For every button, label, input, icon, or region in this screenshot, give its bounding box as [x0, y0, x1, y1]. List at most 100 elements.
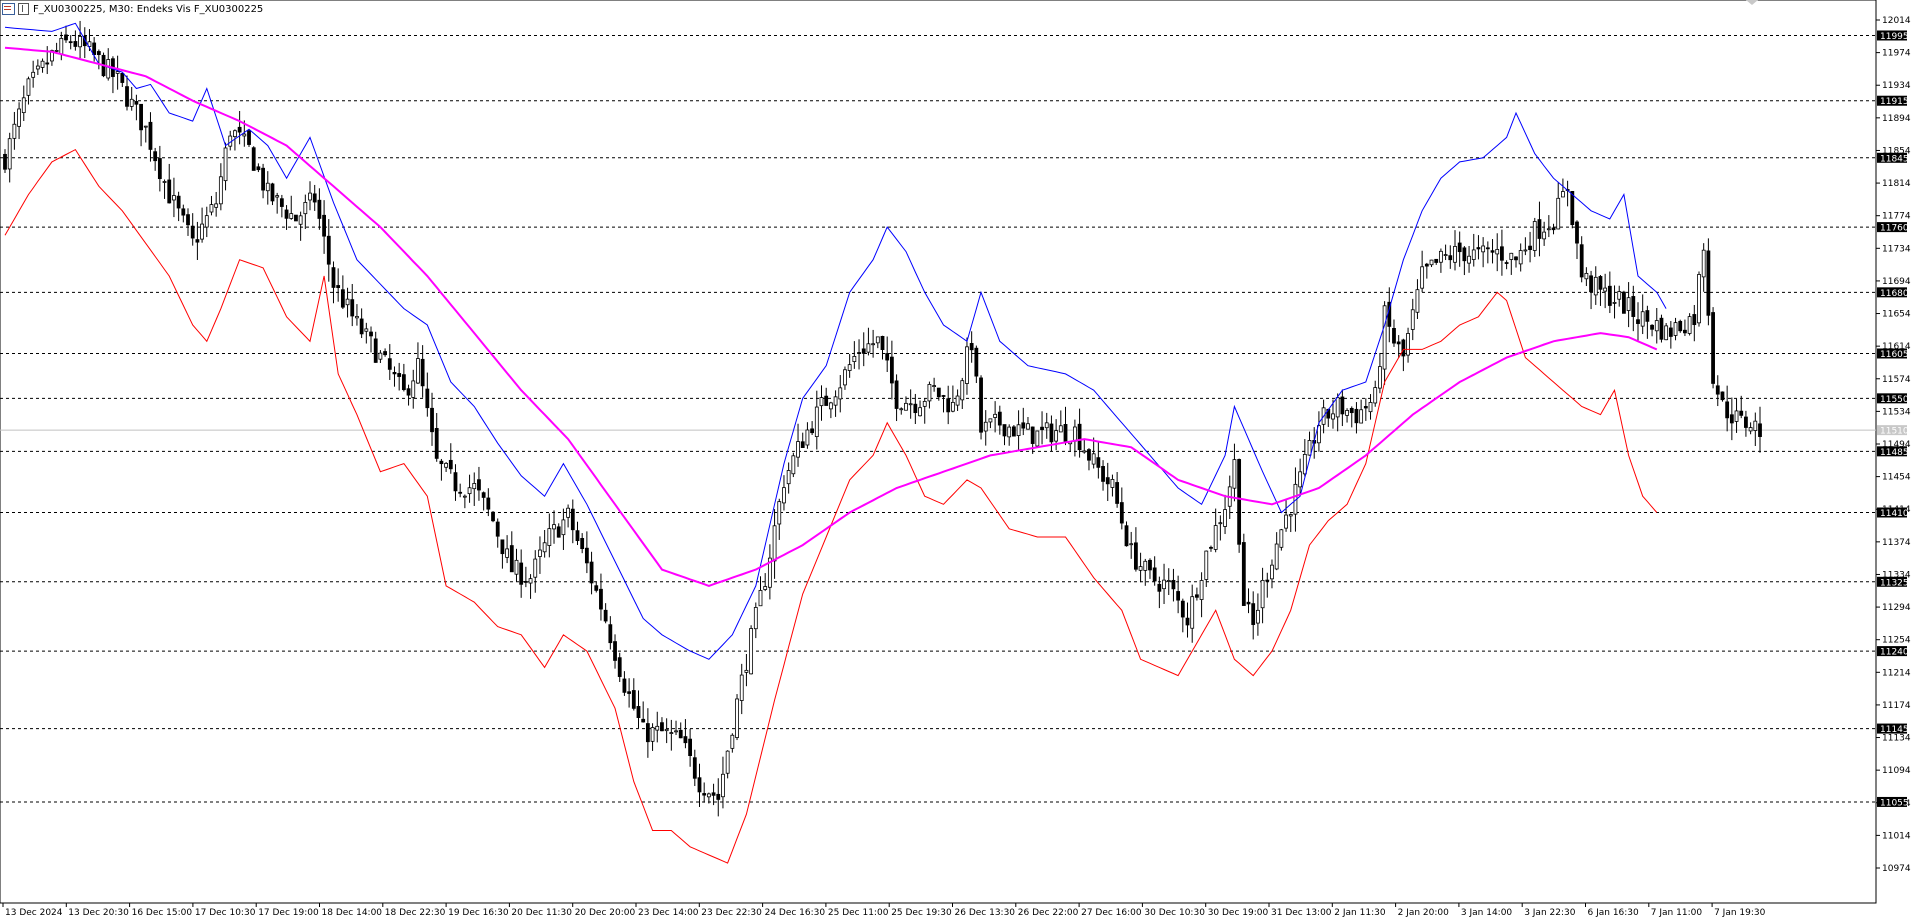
- candle-body: [326, 235, 331, 265]
- candle-body: [941, 395, 946, 397]
- candle-body: [927, 384, 932, 402]
- candle-body: [1406, 333, 1410, 356]
- y-tick-label: 11614: [1882, 342, 1911, 352]
- candle-body: [1462, 247, 1467, 262]
- candle-body: [979, 377, 983, 433]
- candle-body: [1453, 246, 1457, 263]
- candle-body: [157, 158, 162, 180]
- level-label-bg: [1877, 446, 1907, 457]
- candle-body: [439, 460, 444, 465]
- candle-body: [359, 318, 364, 335]
- candle-body: [1603, 287, 1608, 292]
- candle-body: [1476, 247, 1481, 250]
- level-labels: 11995 11915 11845 11760 11680 11605 11550 11485…: [1877, 30, 1909, 808]
- level-label-bg: [1877, 723, 1907, 734]
- x-tick-label: 19 Dec 16:30: [448, 908, 509, 918]
- candle-body: [247, 130, 251, 145]
- candle-body: [1166, 580, 1171, 582]
- candle-body: [312, 193, 317, 203]
- candle-body: [148, 121, 153, 150]
- candle-body: [1598, 276, 1603, 290]
- level-label-bg: [1877, 796, 1907, 807]
- candle-body: [1194, 594, 1199, 598]
- level-label-bg: [1877, 30, 1907, 41]
- candle-body: [134, 101, 139, 105]
- candle-body: [716, 793, 721, 800]
- candle-body: [566, 507, 571, 518]
- candle-body: [430, 407, 434, 433]
- candle-body: [59, 37, 64, 55]
- candle-body: [364, 328, 369, 332]
- candle-body: [1420, 266, 1425, 289]
- candle-body: [636, 706, 641, 718]
- candle-body: [1457, 242, 1462, 253]
- candle-body: [589, 561, 594, 584]
- candle-body: [711, 792, 716, 796]
- candle-body: [1744, 416, 1748, 428]
- candle-body: [908, 403, 913, 406]
- candle-body: [1030, 426, 1035, 444]
- candle-body: [331, 267, 336, 288]
- candle-body: [697, 777, 702, 793]
- y-tick-label: 11294: [1882, 603, 1911, 613]
- candle-body: [64, 34, 68, 41]
- candle-body: [833, 396, 838, 406]
- candle-body: [556, 526, 561, 538]
- candle-body: [1232, 459, 1237, 489]
- candle-body: [993, 413, 998, 418]
- candle-body: [678, 729, 683, 739]
- candle-body: [861, 348, 866, 354]
- candle-body: [1622, 291, 1626, 314]
- candle-body: [96, 51, 101, 55]
- candle-body: [514, 559, 519, 575]
- x-tick-label: 7 Jan 19:30: [1714, 908, 1766, 918]
- candle-body: [1490, 250, 1495, 253]
- candle-body: [1636, 319, 1640, 324]
- candle-body: [1087, 449, 1091, 461]
- chart-type-icon[interactable]: [2, 3, 15, 15]
- candle-body: [1298, 471, 1303, 488]
- candle-body: [495, 521, 500, 537]
- candle-body: [1049, 423, 1054, 443]
- candle-body: [786, 470, 791, 485]
- candle-body: [200, 223, 204, 240]
- candle-body: [1129, 543, 1134, 546]
- candle-body: [355, 316, 359, 319]
- x-tick-label: 2 Jan 11:30: [1334, 908, 1386, 918]
- candle-body: [1307, 440, 1312, 456]
- y-tick-label: 11494: [1882, 440, 1911, 450]
- candle-body: [880, 335, 885, 350]
- candle-body: [1579, 244, 1584, 278]
- candle-body: [40, 60, 45, 68]
- candle-body: [875, 336, 880, 344]
- candle-body: [1607, 285, 1612, 306]
- candle-body: [289, 213, 294, 219]
- candle-body: [1640, 311, 1645, 327]
- candle-body: [885, 353, 890, 361]
- candle-body: [688, 738, 693, 757]
- candle-body: [1040, 426, 1044, 431]
- candle-body: [960, 380, 965, 401]
- y-tick-label: 11534: [1882, 407, 1911, 417]
- candle-body: [899, 408, 904, 411]
- candle-body: [570, 508, 575, 531]
- level-label: 11550: [1880, 395, 1909, 405]
- candle-body: [1302, 453, 1307, 475]
- candle-body: [195, 239, 200, 243]
- candle-body: [1284, 514, 1288, 529]
- y-tick-label: 11174: [1882, 701, 1911, 711]
- y-tick-label: 11974: [1882, 49, 1911, 59]
- candle-body: [383, 351, 387, 356]
- upper-band-line: [4, 22, 1667, 660]
- candle-body: [1692, 314, 1697, 326]
- candle-body: [1340, 396, 1345, 415]
- candle-body: [139, 103, 143, 131]
- candle-body: [730, 734, 735, 749]
- candle-body: [411, 380, 416, 398]
- candle-body: [1424, 263, 1429, 267]
- trade-panel-icon[interactable]: [18, 3, 29, 15]
- chart-shift-marker-icon[interactable]: [1746, 0, 1758, 5]
- candle-body: [584, 547, 589, 564]
- candle-body: [955, 395, 960, 406]
